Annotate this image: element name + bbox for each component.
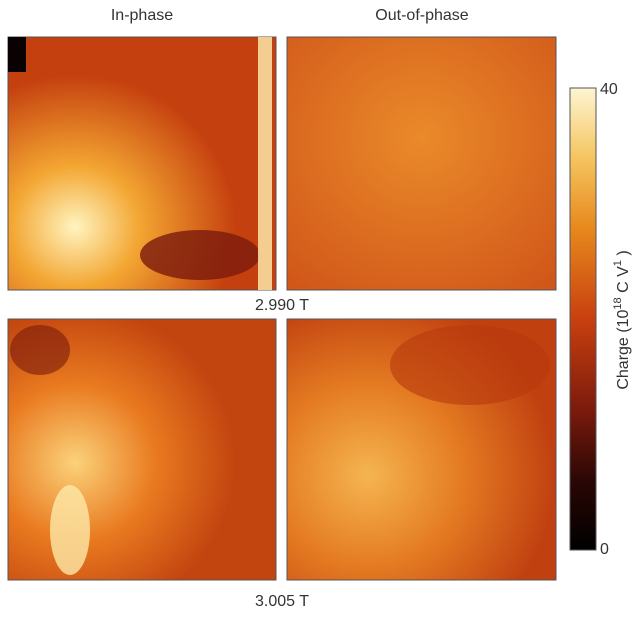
column-title: In-phase <box>111 7 173 24</box>
figure: In-phase Out-of-phase 2.990 T 3.005 T 40… <box>0 0 637 622</box>
row-label: 3.005 T <box>255 593 309 610</box>
map-panel <box>8 37 276 290</box>
label-exponent: 18 <box>612 297 624 309</box>
label-text: ) <box>615 250 632 260</box>
colorbar-tick-label: 40 <box>600 81 618 98</box>
map-panel <box>287 319 556 580</box>
column-title: Out-of-phase <box>375 7 468 24</box>
colorbar <box>570 88 596 550</box>
map-panel <box>287 37 556 290</box>
colorbar-tick-label: 0 <box>600 541 609 558</box>
colorbar-label: Charge (1018 C V1 ) <box>612 250 632 389</box>
row-label: 2.990 T <box>255 297 309 314</box>
label-text: C V <box>615 266 632 297</box>
label-text: Charge (10 <box>615 310 632 390</box>
map-panel <box>8 319 276 580</box>
